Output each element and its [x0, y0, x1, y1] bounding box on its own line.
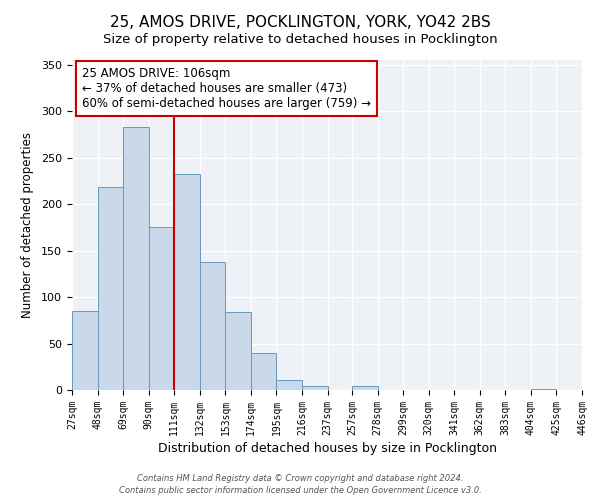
Bar	[277, 380, 302, 390]
Bar	[72, 311, 98, 390]
Y-axis label: Number of detached properties: Number of detached properties	[21, 132, 34, 318]
Bar	[200, 262, 226, 390]
Bar	[226, 312, 251, 390]
Bar	[251, 353, 277, 390]
Bar	[531, 389, 556, 390]
Bar	[302, 386, 328, 390]
Text: 25, AMOS DRIVE, POCKLINGTON, YORK, YO42 2BS: 25, AMOS DRIVE, POCKLINGTON, YORK, YO42 …	[110, 15, 490, 30]
Bar	[98, 188, 123, 390]
Bar	[123, 127, 149, 390]
Text: 25 AMOS DRIVE: 106sqm
← 37% of detached houses are smaller (473)
60% of semi-det: 25 AMOS DRIVE: 106sqm ← 37% of detached …	[82, 66, 371, 110]
X-axis label: Distribution of detached houses by size in Pocklington: Distribution of detached houses by size …	[157, 442, 497, 455]
Text: Contains HM Land Registry data © Crown copyright and database right 2024.
Contai: Contains HM Land Registry data © Crown c…	[119, 474, 481, 495]
Bar	[174, 174, 200, 390]
Bar	[352, 386, 377, 390]
Text: Size of property relative to detached houses in Pocklington: Size of property relative to detached ho…	[103, 32, 497, 46]
Bar	[149, 228, 174, 390]
